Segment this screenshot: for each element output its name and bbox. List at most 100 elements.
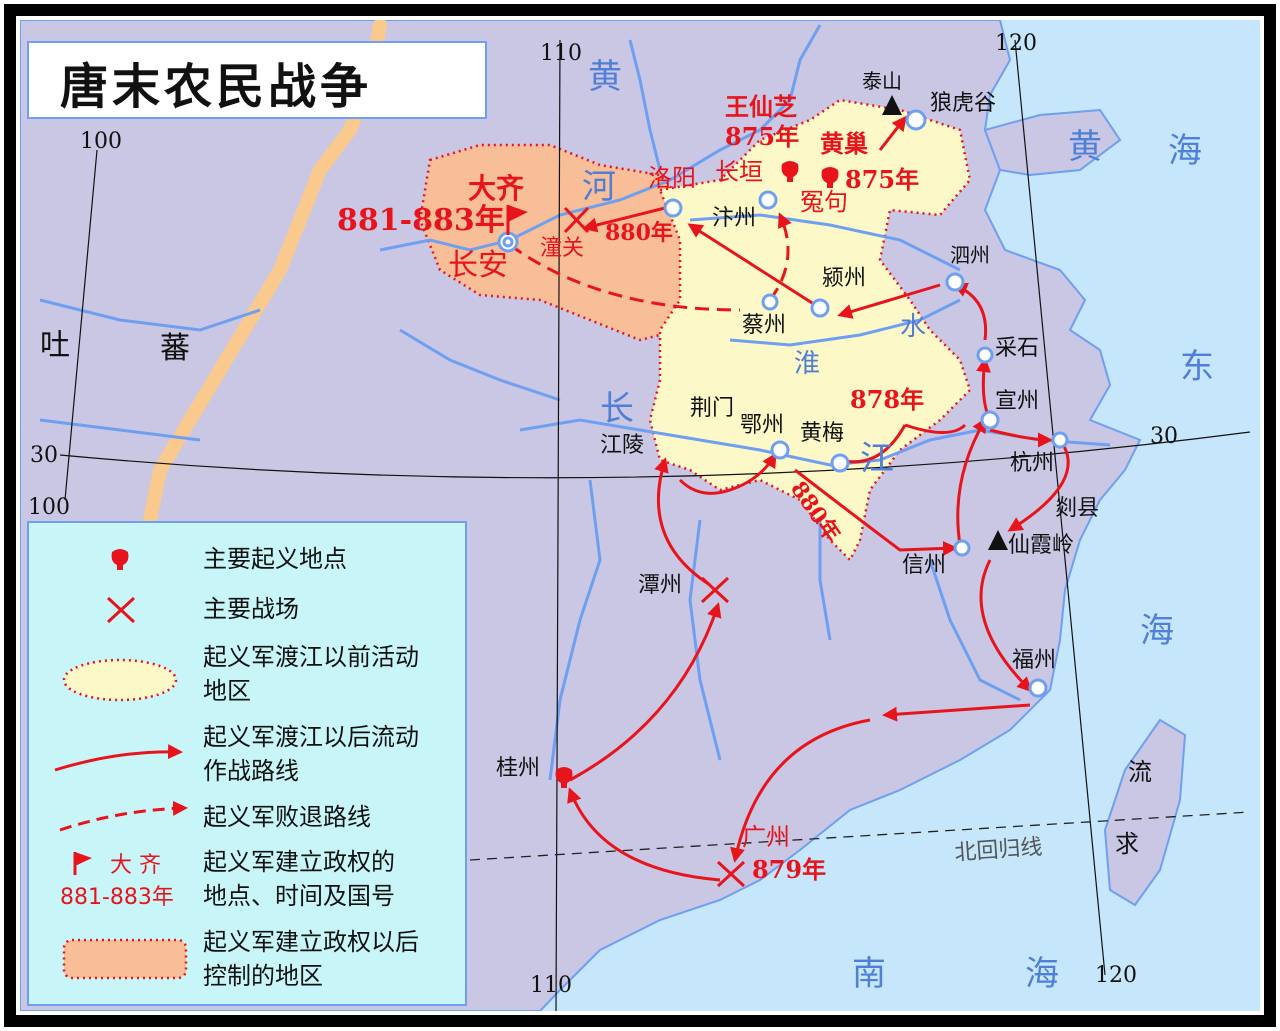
legend-regime-label-2: 地点、时间及国号: [203, 882, 395, 910]
place-jingmen: 荆门: [690, 396, 734, 421]
uprising-icon-changyuan: [781, 161, 799, 182]
legend-route-label-1: 起义军渡江以后流动: [203, 723, 419, 751]
place-xuanzhou: 宣州: [995, 389, 1039, 414]
lon-100-top-label: 100: [80, 129, 122, 154]
event-huang-chao: 黄巢: [820, 129, 868, 158]
uprising-icon-yuanju: [821, 167, 839, 188]
title-box: [27, 41, 487, 119]
legend-regime-name: 大 齐: [110, 853, 161, 878]
battlefield-icon-tongguan: [563, 206, 590, 234]
huanghe-label-2: 河: [582, 167, 616, 207]
place-fuzhou: 福州: [1012, 648, 1056, 673]
legend-regime-years: 881-883年: [60, 885, 174, 910]
legend-post-area-swatch: [62, 938, 188, 980]
huanghai-label-1: 黄: [1068, 127, 1102, 167]
legend-regime-label-1: 起义军建立政权的: [203, 848, 395, 876]
place-bianzhou: 汴州: [712, 206, 756, 231]
legend-route-label-2: 作战路线: [203, 757, 299, 785]
tropic-line: [469, 811, 1251, 861]
nanhai-label-1: 南: [852, 954, 886, 994]
event-880-north: 880年: [605, 220, 673, 246]
uprising-icon-guizhou: [555, 767, 573, 788]
legend-pre-area-label-2: 地区: [203, 677, 251, 705]
battlefield-icon-tanzhou: [700, 576, 730, 604]
map-title: 唐末农民战争: [60, 59, 372, 115]
legend-route-icon: [54, 744, 183, 772]
legend-post-area-label-1: 起义军建立政权以后: [203, 928, 419, 956]
tubo-label-2: 蕃: [160, 331, 190, 366]
legend-uprising-label: 主要起义地点: [203, 545, 347, 573]
lon-110-top-label: 110: [540, 41, 582, 66]
taiwan: [1103, 718, 1187, 907]
huai-label-2: 水: [900, 312, 926, 342]
huanghe-label-1: 黄: [588, 57, 622, 97]
lat-30-right-label: 30: [1150, 424, 1178, 449]
legend-pre-area-label-1: 起义军渡江以前活动: [203, 643, 419, 671]
legend-battlefield-icon: [106, 596, 136, 624]
place-caizhou: 蔡州: [742, 313, 786, 338]
place-tongguan: 潼关: [540, 236, 584, 261]
place-taishan: 泰山: [862, 69, 902, 93]
legend-uprising-icon: [111, 549, 129, 570]
event-879: 879年: [752, 855, 826, 884]
city-markers: [497, 109, 1069, 698]
taishan-mountain-icon: [882, 95, 902, 115]
place-yingzhou: 颍州: [822, 266, 866, 291]
legend-retreat-label: 起义军败退路线: [203, 803, 371, 831]
graticule: [59, 39, 1251, 1011]
event-wang-xianzhi: 王仙芝: [725, 92, 797, 121]
tropic-label: 北回归线: [954, 835, 1044, 866]
tubo-label-1: 吐: [40, 328, 70, 363]
place-huangmei: 黄梅: [800, 421, 844, 446]
lon-120-top-label: 120: [995, 31, 1037, 56]
lon-110-bottom-label: 110: [530, 973, 572, 998]
donghai-label-1: 东: [1180, 347, 1214, 387]
legend-panel: 大 齐 881-883年 主要起义地点 主要战场 起义军渡江以前活动 地区 起义…: [27, 521, 467, 1006]
place-caishi: 采石: [995, 336, 1039, 361]
battlefield-icon-guangzhou: [716, 860, 746, 888]
event-878: 878年: [850, 385, 924, 414]
campaign-routes: [567, 115, 1070, 882]
place-shanxian: 剡县: [1055, 496, 1099, 521]
place-langhugu: 狼虎谷: [930, 91, 996, 116]
xianxialing-mountain-icon: [988, 530, 1008, 550]
nanhai-label-2: 海: [1025, 954, 1059, 994]
place-sizhou: 泗州: [950, 243, 990, 267]
place-guizhou: 桂州: [496, 756, 540, 781]
place-hangzhou: 杭州: [1010, 451, 1054, 476]
lon-120-bottom-label: 120: [1095, 963, 1137, 988]
lon-100-bottom-label: 100: [28, 495, 70, 520]
map-frame: [4, 4, 1276, 1027]
place-xianxialing: 仙霞岭: [1008, 533, 1074, 558]
legend-post-area-label-2: 控制的地区: [203, 962, 323, 990]
event-wang-year: 875年: [725, 122, 799, 151]
place-guangzhou: 广州: [742, 823, 790, 851]
place-changyuan: 长垣: [715, 158, 763, 186]
place-changan: 长安: [448, 248, 508, 283]
place-yuanju: 冤句: [800, 188, 848, 216]
event-daqi-years: 881-883年: [337, 203, 505, 238]
place-jiangling: 江陵: [600, 433, 644, 458]
legend-retreat-icon: [59, 800, 188, 832]
changjiang-label-1: 长: [600, 389, 634, 429]
place-xinzhou: 信州: [902, 553, 946, 578]
liuqiu-label-1: 流: [1128, 758, 1152, 786]
place-ezhou: 鄂州: [740, 413, 784, 438]
changjiang-label-2: 江: [860, 439, 894, 479]
event-daqi: 大齐: [468, 172, 525, 205]
legend-battlefield-label: 主要战场: [203, 595, 299, 623]
legend-pre-area-swatch: [62, 658, 178, 702]
place-tanzhou: 潭州: [638, 573, 682, 598]
daqi-flag-icon: [506, 205, 528, 235]
shandong-peninsula: [983, 108, 1122, 177]
donghai-label-2: 海: [1140, 611, 1174, 651]
liuqiu-label-2: 求: [1115, 830, 1139, 858]
place-luoyang: 洛阳: [648, 164, 696, 192]
lat-30-left-label: 30: [30, 443, 58, 468]
event-huang-year: 875年: [845, 165, 919, 194]
retreat-routes: [509, 212, 792, 312]
legend-flag-icon: [73, 852, 92, 875]
huai-label-1: 淮: [794, 349, 820, 379]
